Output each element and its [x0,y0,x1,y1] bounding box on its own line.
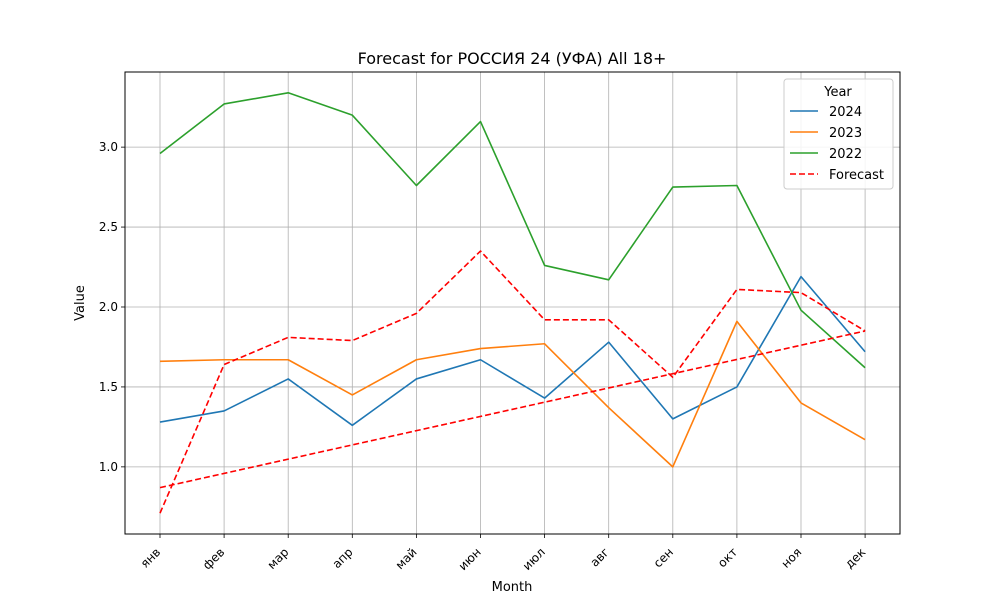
x-tick-label: июн [456,545,484,573]
y-axis-label: Value [73,285,88,321]
x-tick-label: авг [587,545,612,570]
x-tick-label: июл [520,545,548,573]
x-tick-label: ноя [779,545,805,571]
forecast-trend-line [159,330,866,489]
y-tick-label: 1.0 [99,460,118,474]
legend-label: 2023 [829,126,862,141]
series-line-forecast [159,250,866,514]
plot-frame [124,71,901,535]
y-tick-label: 2.5 [99,220,118,234]
x-tick-label: окт [715,545,740,570]
series-line-2023 [159,320,866,468]
x-tick-label: янв [138,545,164,571]
x-axis-ticks: янв фев мар апр май июн июл авг сен окт ноя дек [138,534,868,573]
legend-title: Year [823,85,852,100]
x-tick-label: фев [200,545,227,572]
legend-label: 2022 [829,147,862,162]
x-axis-label: Month [492,580,533,595]
legend-box [783,78,894,190]
legend-label: 2024 [829,105,862,120]
series-line-2022 [159,91,866,369]
series-lines [159,91,866,514]
y-axis-ticks: 1.0 1.5 2.0 2.5 3.0 [99,140,125,474]
legend: Year 2024 2023 2022 Forecast [783,78,894,190]
x-tick-label: сен [651,545,676,570]
y-tick-label: 2.0 [99,300,118,314]
chart-title: Forecast for РОССИЯ 24 (УФА) All 18+ [358,49,667,68]
x-tick-label: мар [265,545,292,572]
y-tick-label: 1.5 [99,380,118,394]
x-tick-label: май [393,545,420,572]
series-line-2024 [159,275,866,427]
y-tick-label: 3.0 [99,140,118,154]
x-tick-label: дек [842,545,868,571]
x-tick-label: апр [330,545,356,571]
legend-label: Forecast [829,168,884,183]
